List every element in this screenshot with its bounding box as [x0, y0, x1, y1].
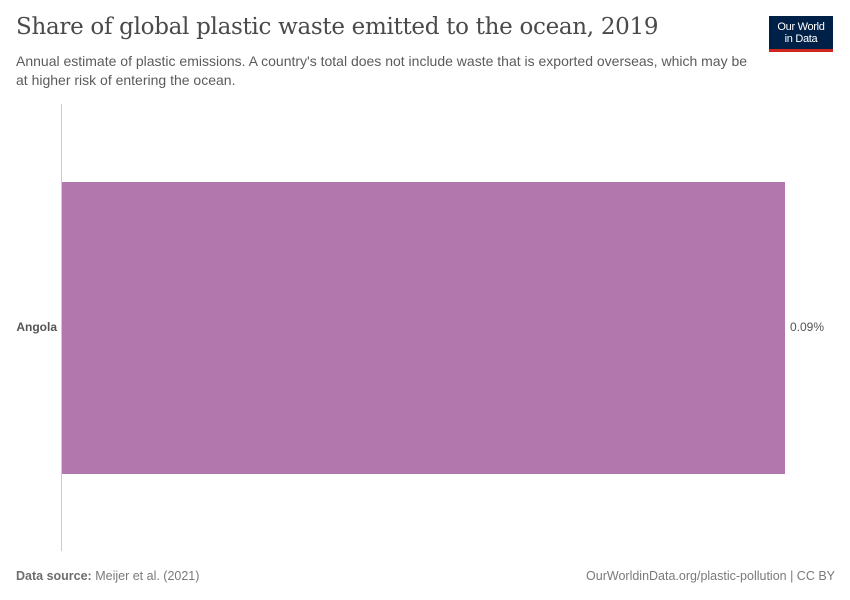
logo-line-1: Our World	[777, 20, 825, 33]
bar-angola[interactable]	[62, 182, 785, 474]
data-source: Data source: Meijer et al. (2021)	[16, 569, 199, 583]
url-license[interactable]: OurWorldinData.org/plastic-pollution | C…	[586, 569, 835, 583]
chart-subtitle: Annual estimate of plastic emissions. A …	[16, 53, 748, 88]
logo-line-2: in Data	[784, 32, 818, 45]
owid-logo[interactable]: Our World in Data	[769, 16, 833, 52]
chart-title: Share of global plastic waste emitted to…	[16, 14, 659, 40]
y-axis-line	[61, 104, 62, 551]
value-label: 0.09%	[790, 320, 825, 334]
source-value[interactable]: Meijer et al. (2021)	[91, 569, 200, 583]
category-label: Angola	[16, 320, 57, 334]
source-label: Data source:	[16, 569, 92, 583]
